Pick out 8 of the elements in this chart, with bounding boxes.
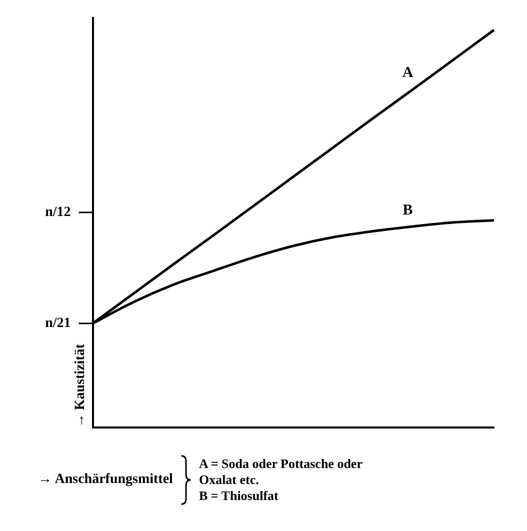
series-label: B xyxy=(402,202,413,218)
y-axis-title: → Kaustizität xyxy=(73,344,88,428)
text: n/21 xyxy=(45,316,71,332)
text: A = Soda oder Pottasche oder Oxalat etc. xyxy=(198,456,364,488)
series-label: A xyxy=(402,64,414,81)
text: B = Thiosulfat xyxy=(198,488,280,504)
x-axis-title: → Anschärfungsmittel xyxy=(38,472,173,488)
text: n/12 xyxy=(45,205,71,220)
